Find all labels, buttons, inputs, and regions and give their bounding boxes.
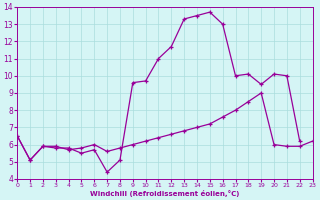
X-axis label: Windchill (Refroidissement éolien,°C): Windchill (Refroidissement éolien,°C)	[90, 190, 240, 197]
